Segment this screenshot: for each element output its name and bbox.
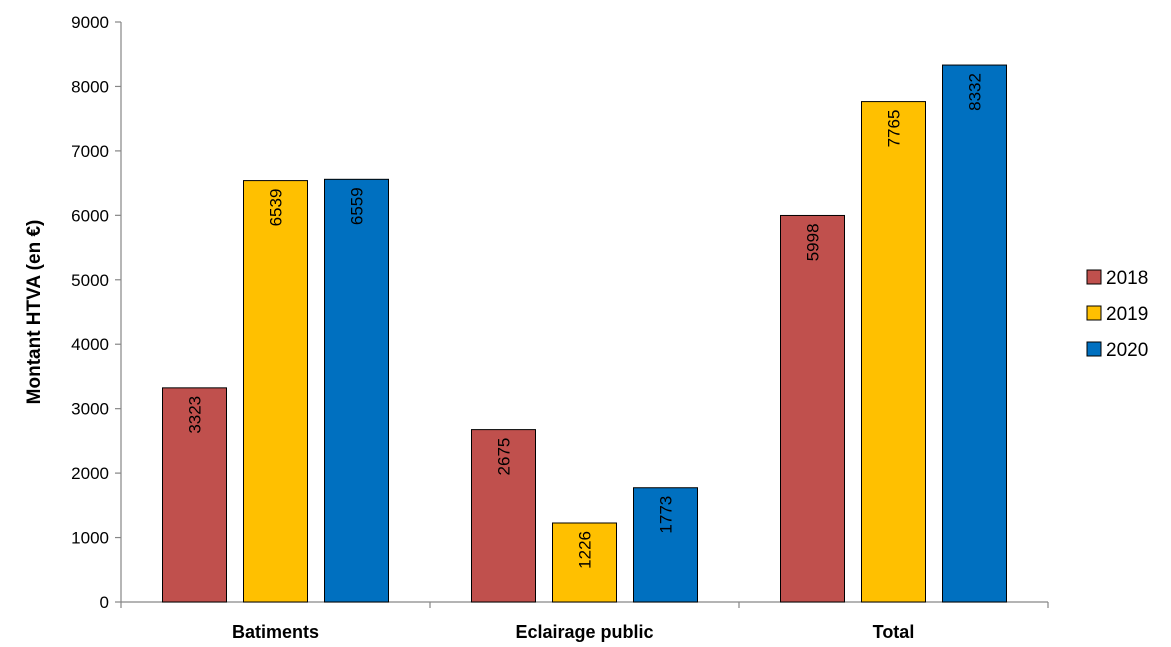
- data-label-2019-1: 1226: [576, 531, 595, 569]
- data-label-2020-1: 1773: [657, 496, 676, 534]
- bar-2018-1: [471, 429, 536, 603]
- y-tick-label: 4000: [71, 335, 109, 354]
- y-tick-label: 7000: [71, 142, 109, 161]
- legend-label-2018: 2018: [1106, 268, 1148, 289]
- bar-2018-0: [162, 387, 227, 603]
- data-label-2018-2: 5998: [804, 223, 823, 261]
- legend-swatch-2018: [1086, 269, 1102, 285]
- y-tick-label: 1000: [71, 529, 109, 548]
- category-label: Total: [873, 622, 915, 642]
- bar-2020-2: [942, 64, 1007, 603]
- y-ticks: 0 1000 2000 3000 4000 5000 6000 7000 8000 9000: [71, 13, 121, 612]
- legend-label-2020: 2020: [1106, 340, 1148, 361]
- category-labels: Batiments Eclairage public Total: [232, 622, 914, 642]
- bars: [162, 64, 1007, 603]
- bar-2019-2: [861, 101, 926, 603]
- bar-2019-1: [552, 522, 617, 603]
- bar-2020-1: [633, 487, 698, 603]
- x-ticks: [120, 602, 1049, 608]
- category-label: Batiments: [232, 622, 319, 642]
- data-label-2020-2: 8332: [966, 73, 985, 111]
- y-tick-label: 9000: [71, 13, 109, 32]
- bar-2019-0: [243, 180, 308, 603]
- y-tick-label: 6000: [71, 206, 109, 225]
- data-label-2019-2: 7765: [885, 110, 904, 148]
- legend-swatch-2019: [1086, 305, 1102, 321]
- data-label-2018-1: 2675: [495, 438, 514, 476]
- bar-2020-0: [324, 178, 389, 603]
- y-tick-label: 5000: [71, 271, 109, 290]
- data-labels: 3323 6539 6559 2675 1226 1773 5998 7765 8332: [186, 73, 985, 569]
- y-tick-label: 8000: [71, 77, 109, 96]
- data-label-2019-0: 6539: [267, 189, 286, 227]
- legend: 2018 2019 2020: [1086, 268, 1148, 361]
- data-label-2020-0: 6559: [348, 187, 367, 225]
- data-label-2018-0: 3323: [186, 396, 205, 434]
- y-tick-label: 2000: [71, 464, 109, 483]
- legend-label-2019: 2019: [1106, 304, 1148, 325]
- bar-2018-2: [780, 214, 845, 603]
- y-axis-title: Montant HTVA (en €): [24, 220, 45, 405]
- category-label: Eclairage public: [515, 622, 653, 642]
- y-tick-label: 3000: [71, 400, 109, 419]
- legend-swatch-2020: [1086, 341, 1102, 357]
- y-tick-label: 0: [100, 593, 109, 612]
